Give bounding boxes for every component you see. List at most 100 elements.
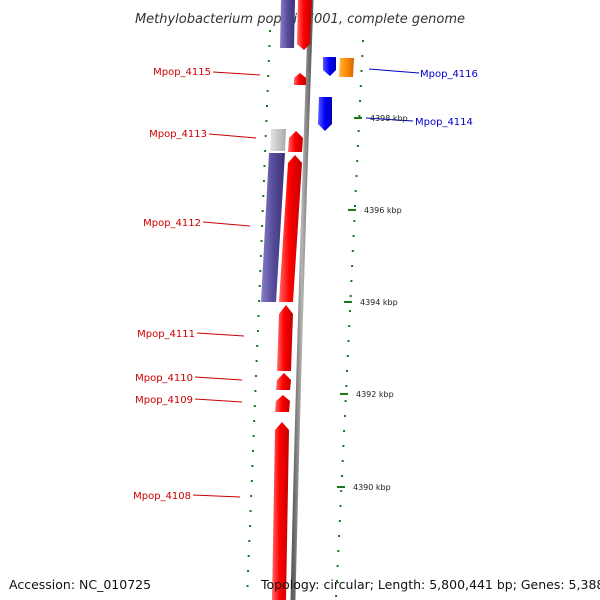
gene-arrow-mpop-4112-navy (261, 153, 285, 302)
gene-arrow-mpop-4108 (272, 422, 289, 600)
position-label-4394: 4394 kbp (360, 298, 398, 307)
position-scale: 4398 kbp 4396 kbp 4394 kbp 4392 kbp 4390… (337, 114, 408, 492)
leader-mpop-4110 (194, 376, 243, 381)
tick-dot (338, 535, 340, 537)
tick-dot (356, 145, 359, 147)
tick-dot (257, 315, 260, 317)
gene-label-mpop-4113[interactable]: Mpop_4113 (149, 129, 207, 140)
gene-label-mpop-4116[interactable]: Mpop_4116 (420, 69, 478, 80)
tick-dot (342, 445, 345, 447)
tick-dot (343, 415, 346, 417)
tick-dot (249, 510, 252, 512)
tick-dot (265, 120, 268, 122)
gene-label-mpop-4110[interactable]: Mpop_4110 (135, 373, 193, 384)
tick-dot (347, 340, 350, 342)
gene-label-mpop-4112[interactable]: Mpop_4112 (143, 218, 201, 229)
gene-arrow-mpop-4116-a (323, 57, 336, 76)
tick-marks (246, 30, 364, 597)
genome-backbone (290, 0, 314, 600)
gene-arrow-mpop-4113-grey (270, 129, 286, 151)
tick-dot (359, 85, 362, 87)
tick-dot (268, 45, 271, 47)
gene-track (261, 0, 354, 600)
tick-dot (345, 385, 348, 387)
gene-label-mpop-4109[interactable]: Mpop_4109 (135, 395, 193, 406)
tick-dot (338, 520, 341, 522)
gene-arrow-mpop-4116-b (339, 58, 354, 77)
gene-arrow-mpop-4114 (318, 97, 332, 131)
tick-dot (344, 400, 347, 402)
tick-dot (260, 240, 263, 242)
tick-dot (258, 285, 261, 287)
tick-dot (359, 100, 362, 102)
tick-dot (346, 370, 348, 372)
tick-dot (355, 175, 358, 177)
gene-arrow-mpop-4110 (276, 373, 291, 390)
gene-label-mpop-4108[interactable]: Mpop_4108 (133, 491, 191, 502)
gene-arrow-top-navy (280, 0, 295, 48)
tick-dot (258, 300, 261, 302)
tick-dot (352, 235, 355, 237)
tick-dot (259, 255, 262, 257)
tick-dot (335, 595, 338, 597)
leader-mpop-4113 (208, 133, 257, 139)
topology-text: Topology: circular; Length: 5,800,441 bp… (261, 577, 600, 592)
gene-arrow-top-red (297, 0, 312, 50)
tick-dot (349, 295, 352, 297)
tick-dot (263, 165, 266, 167)
tick-dot (262, 180, 265, 182)
tick-dot (353, 220, 356, 222)
gene-arrow-mpop-4109 (275, 395, 290, 412)
gene-label-mpop-4114[interactable]: Mpop_4114 (415, 117, 473, 128)
tick-dot (256, 330, 259, 332)
position-label-4398: 4398 kbp (370, 114, 408, 123)
gene-arrow-mpop-4115 (294, 73, 306, 85)
tick-dot (346, 355, 349, 357)
tick-dot (255, 360, 258, 362)
position-label-4390: 4390 kbp (353, 483, 391, 492)
tick-dot (267, 75, 270, 77)
tick-dot (246, 585, 249, 587)
tick-dot (362, 40, 364, 42)
tick-dot (250, 495, 253, 497)
tick-dot (351, 250, 354, 252)
tick-dot (341, 460, 344, 462)
tick-dot (357, 130, 360, 132)
tick-dot (259, 270, 262, 272)
gene-label-mpop-4115[interactable]: Mpop_4115 (153, 67, 211, 78)
tick-dot (361, 55, 364, 57)
position-label-4396: 4396 kbp (364, 206, 402, 215)
tick-dot (247, 555, 250, 557)
tick-dot (336, 565, 339, 567)
tick-dot (343, 430, 346, 432)
tick-dot (255, 375, 257, 377)
gene-label-mpop-4111[interactable]: Mpop_4111 (137, 329, 195, 340)
tick-dot (250, 480, 253, 482)
tick-dot (247, 570, 250, 572)
leader-mpop-4116 (368, 68, 420, 74)
tick-dot (261, 210, 264, 212)
tick-dot (267, 60, 270, 62)
accession-text: Accession: NC_010725 (9, 577, 152, 592)
gene-label-leaders (192, 68, 420, 498)
tick-dot (360, 70, 363, 72)
tick-dot (252, 435, 255, 437)
tick-dot (256, 345, 259, 347)
leader-mpop-4115 (212, 71, 261, 76)
tick-dot (356, 160, 359, 162)
leader-mpop-4111 (196, 332, 245, 337)
gene-labels: Mpop_4116 Mpop_4115 Mpop_4114 Mpop_4113 … (133, 67, 478, 502)
tick-dot (262, 195, 265, 197)
tick-dot (341, 475, 343, 477)
tick-dot (354, 190, 357, 192)
tick-dot (251, 465, 254, 467)
tick-dot (249, 525, 251, 527)
leader-mpop-4112 (202, 221, 251, 227)
tick-dot (340, 490, 343, 492)
leader-mpop-4109 (194, 398, 243, 403)
tick-dot (266, 90, 269, 92)
tick-dot (269, 30, 271, 32)
tick-dot (354, 205, 356, 207)
gene-arrow-mpop-4113 (288, 131, 303, 152)
